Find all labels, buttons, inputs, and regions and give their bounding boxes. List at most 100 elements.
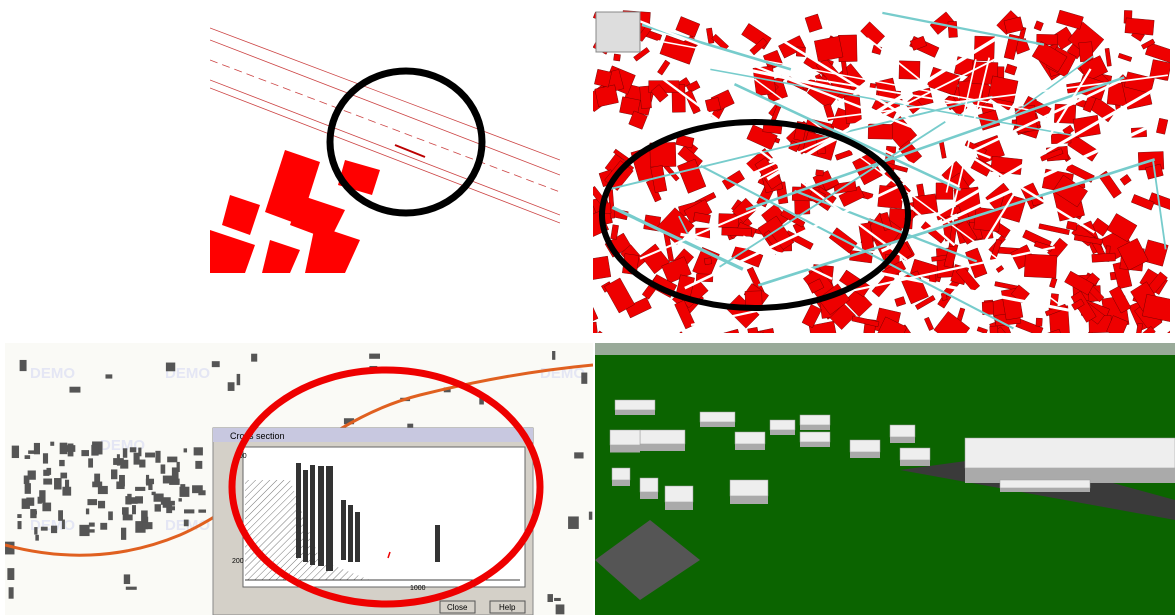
building (42, 453, 49, 464)
building (145, 478, 155, 485)
buildings (210, 150, 380, 273)
parcel (1018, 26, 1027, 40)
parcel (594, 84, 619, 108)
building (67, 443, 74, 457)
building (192, 485, 203, 494)
parcel (843, 94, 862, 124)
building-top (799, 414, 831, 426)
button-label[interactable]: Close (447, 603, 468, 612)
parcel (1003, 33, 1020, 60)
street (757, 158, 1156, 287)
building-side (1000, 488, 1090, 492)
parcel (625, 297, 652, 319)
building (154, 504, 161, 512)
street (882, 148, 961, 189)
building (574, 452, 584, 459)
building (135, 486, 146, 491)
parcel (593, 255, 612, 281)
parcel (757, 215, 795, 255)
building (162, 475, 173, 484)
building (11, 445, 20, 459)
panel-top-left (210, 20, 560, 273)
building (39, 490, 46, 503)
parcel (685, 80, 701, 94)
building (24, 483, 31, 494)
street (882, 11, 1045, 46)
parcel (829, 303, 856, 330)
parcel (1098, 170, 1122, 199)
building (111, 469, 118, 480)
parcel (1106, 213, 1138, 243)
building (5, 541, 15, 555)
building (183, 448, 188, 453)
building (127, 493, 132, 505)
building (122, 514, 133, 521)
building (59, 459, 65, 467)
parcel (723, 328, 746, 333)
parcel (1003, 16, 1024, 34)
building (62, 486, 72, 496)
parcel (808, 320, 840, 333)
building (211, 361, 220, 368)
building (343, 418, 355, 425)
parcel (1066, 220, 1078, 231)
building (60, 472, 68, 479)
street (753, 106, 900, 174)
building (7, 568, 15, 580)
button[interactable] (439, 600, 476, 614)
parcel (1073, 234, 1103, 245)
street (678, 215, 689, 235)
parcel (1131, 194, 1155, 211)
building-top (699, 411, 736, 423)
parcel (619, 96, 641, 117)
building (568, 516, 579, 529)
parcel (706, 27, 715, 44)
street (655, 73, 908, 261)
parcel (650, 84, 669, 103)
building (31, 510, 37, 515)
building (43, 478, 53, 485)
building (123, 574, 131, 585)
parcel (924, 316, 934, 331)
building-top (964, 437, 1175, 469)
parcel (650, 165, 668, 193)
parcel (801, 304, 822, 329)
building (120, 459, 129, 469)
parcel (1070, 290, 1097, 323)
building (195, 460, 203, 469)
building (145, 452, 155, 458)
building (126, 497, 138, 504)
building (227, 382, 235, 391)
parcel (823, 103, 836, 122)
building-side (730, 496, 768, 504)
building-top (889, 424, 916, 438)
button[interactable] (489, 600, 526, 614)
building (141, 510, 148, 524)
building (27, 470, 36, 480)
building-top (799, 431, 831, 443)
parcel (1091, 252, 1116, 263)
building-top (611, 467, 631, 481)
parcel (933, 311, 971, 333)
building-top (899, 447, 931, 461)
parcel (757, 331, 766, 333)
parcel (704, 97, 722, 113)
building (165, 362, 176, 372)
building (54, 478, 62, 490)
panel-bg (210, 20, 560, 273)
highlight-circle (326, 67, 486, 217)
street (719, 120, 946, 268)
street (631, 16, 991, 159)
building (581, 372, 588, 384)
building-top (664, 485, 694, 503)
building (19, 359, 27, 372)
buildings-3d (609, 399, 1175, 510)
parcel (755, 328, 780, 333)
building (43, 469, 50, 476)
parcel (749, 37, 768, 56)
button-label[interactable]: Help (499, 603, 516, 612)
toolbar (595, 11, 641, 53)
building (120, 527, 127, 540)
building (184, 509, 195, 514)
street (690, 246, 1056, 327)
